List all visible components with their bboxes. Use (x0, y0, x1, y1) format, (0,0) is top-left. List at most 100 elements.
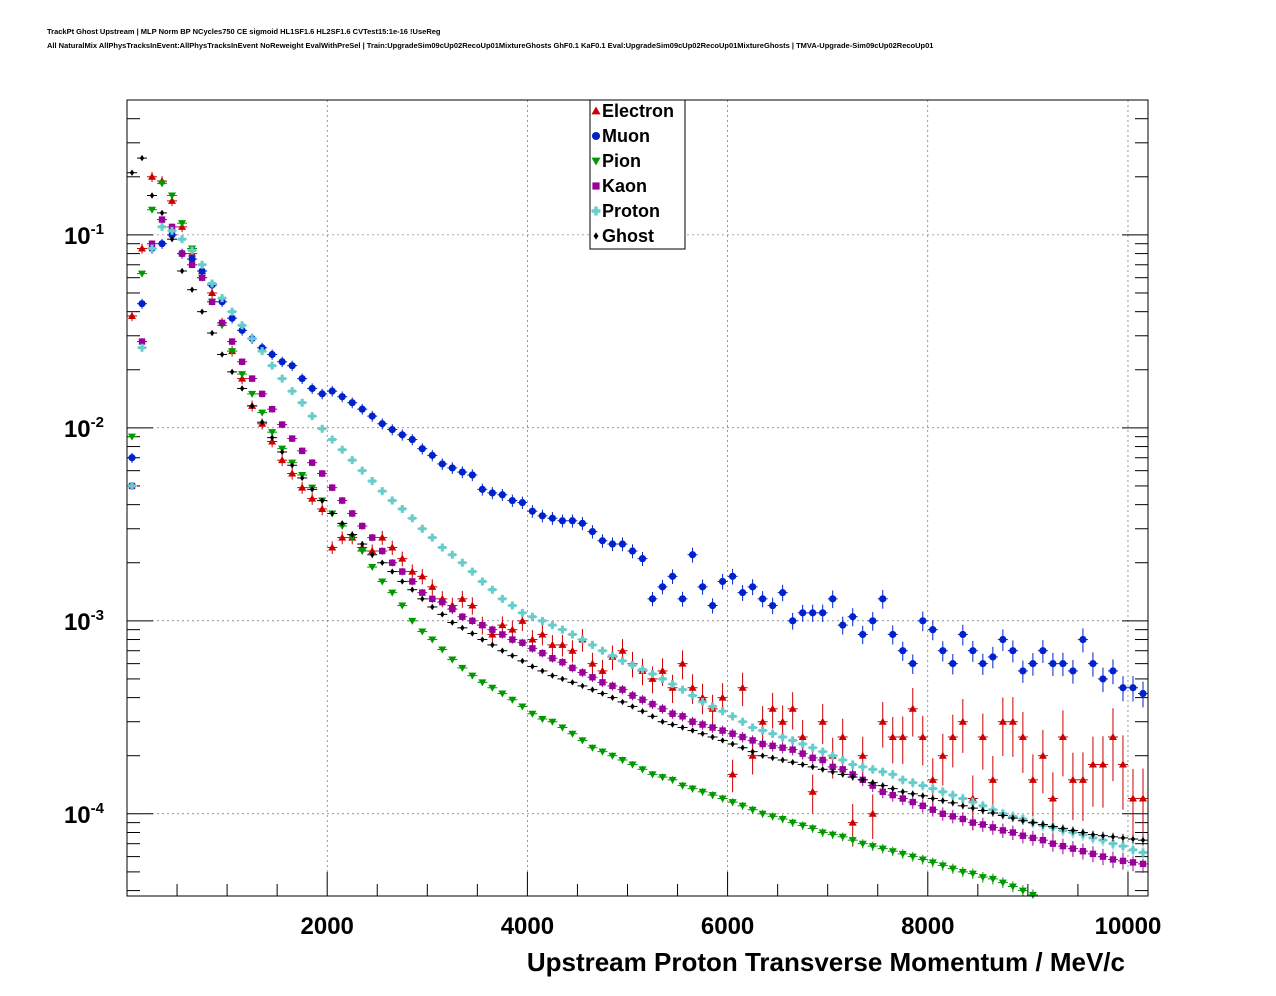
muon-point (308, 384, 316, 393)
pion-point (158, 180, 167, 188)
pion-point (1008, 883, 1017, 891)
proton-point (478, 577, 487, 586)
kaon-point (1089, 850, 1097, 858)
pion-point (728, 799, 737, 807)
ghost-point (219, 351, 225, 358)
electron-point (378, 533, 387, 541)
ghost-point (1140, 836, 1146, 844)
pion-point (898, 850, 907, 858)
x-tick-label: 2000 (301, 913, 354, 940)
kaon-point (1049, 840, 1057, 847)
proton-point (748, 723, 757, 732)
kaon-point (1129, 859, 1137, 866)
kaon-point (699, 721, 706, 728)
muon-point (1009, 647, 1017, 655)
legend-label-ghost: Ghost (602, 226, 654, 246)
kaon-point (919, 802, 926, 810)
pion-point (568, 730, 577, 738)
ghost-point (330, 510, 335, 517)
electron-point (1028, 775, 1037, 783)
pion-point (818, 829, 827, 837)
pion-point (708, 792, 717, 800)
muon-point (328, 387, 336, 395)
legend-label-pion: Pion (602, 151, 641, 171)
pion-point (578, 737, 587, 745)
proton-point (578, 635, 587, 644)
pion-point (798, 822, 807, 830)
kaon-point (439, 598, 446, 606)
ghost-point (650, 713, 655, 720)
muon-point (398, 431, 406, 439)
legend-marker-kaon (592, 182, 600, 190)
proton-point (388, 496, 397, 505)
electron-point (1138, 794, 1147, 802)
pion-point (628, 761, 637, 769)
pion-point (998, 879, 1007, 887)
electron-point (658, 666, 667, 674)
ghost-point (770, 754, 775, 762)
muon-point (268, 350, 276, 359)
pion-point (378, 578, 387, 586)
pion-point (958, 868, 967, 876)
ghost-point (820, 766, 825, 773)
ghost-point (600, 690, 605, 697)
kaon-point (389, 559, 396, 566)
pion-point (828, 831, 837, 839)
muon-point (348, 399, 356, 407)
electron-point (648, 674, 657, 682)
muon-point (378, 420, 386, 428)
kaon-point (649, 700, 656, 708)
electron-point (768, 704, 777, 712)
electron-point (908, 704, 917, 712)
muon-point (498, 491, 506, 499)
kaon-point (589, 674, 596, 681)
ghost-point (309, 486, 315, 493)
ghost-point (390, 568, 395, 575)
ghost-point (940, 797, 945, 804)
proton-point (258, 347, 267, 356)
ghost-point (810, 763, 815, 771)
proton-point (448, 550, 457, 559)
electron-point (998, 717, 1007, 725)
pion-point (748, 806, 757, 814)
electron-point (458, 594, 467, 602)
ghost-point (279, 448, 285, 456)
proton-point (168, 226, 177, 235)
muon-point (739, 589, 747, 597)
kaon-point (1039, 836, 1047, 844)
pion-point (678, 782, 687, 790)
pion-point (348, 534, 357, 542)
pion-point (258, 409, 267, 417)
pion-point (128, 433, 137, 441)
muon-point (769, 601, 777, 610)
muon-point (648, 595, 657, 603)
muon-point (318, 390, 326, 398)
electron-point (538, 630, 547, 638)
proton-point (778, 733, 787, 742)
ghost-point (840, 771, 845, 778)
muon-point (929, 626, 937, 634)
muon-point (949, 660, 957, 668)
ghost-point (440, 611, 445, 618)
kaon-point (278, 421, 286, 428)
electron-point (958, 717, 967, 725)
y-tick-label: 10-3 (64, 607, 104, 636)
pion-point (698, 788, 707, 796)
ghost-point (990, 809, 996, 817)
kaon-point (419, 589, 426, 596)
muon-point (728, 572, 737, 580)
kaon-point (409, 578, 416, 585)
proton-point (698, 697, 707, 706)
muon-point (638, 555, 647, 563)
electron-point (928, 775, 937, 783)
kaon-point (298, 447, 306, 455)
electron-point (1098, 760, 1107, 768)
proton-point (908, 778, 917, 787)
pion-point (888, 848, 897, 856)
ghost-point (680, 724, 685, 731)
electron-point (738, 683, 747, 691)
muon-point (238, 326, 246, 334)
pion-point (768, 813, 777, 821)
electron-point (598, 666, 607, 674)
kaon-point (449, 605, 456, 613)
